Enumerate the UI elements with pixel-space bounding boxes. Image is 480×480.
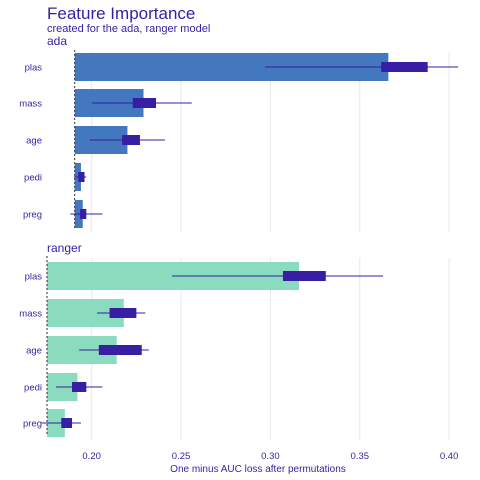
x-axis-label: One minus AUC loss after permutations bbox=[170, 464, 346, 475]
panel-ada: ada plas mass age pedi preg bbox=[19, 34, 459, 228]
tick-label-ranger-age: age bbox=[26, 346, 42, 357]
x-axis: 0.20 0.25 0.30 0.35 0.40 bbox=[82, 451, 458, 462]
tick-label-ranger-preg: preg bbox=[23, 419, 42, 430]
box-ada-age bbox=[122, 135, 140, 145]
x-tick-label: 0.35 bbox=[351, 451, 370, 462]
tick-label-ada-pedi: pedi bbox=[24, 173, 42, 184]
box-ada-preg bbox=[80, 209, 87, 219]
box-ada-pedi bbox=[78, 172, 85, 182]
chart-title: Feature Importance bbox=[47, 4, 196, 23]
box-ranger-pedi bbox=[72, 382, 87, 392]
panel-title-ranger: ranger bbox=[47, 241, 82, 255]
box-ada-mass bbox=[132, 98, 157, 108]
panel-ranger: ranger plas mass age pedi preg bbox=[19, 241, 383, 437]
tick-label-ada-mass: mass bbox=[19, 99, 42, 110]
box-ranger-age bbox=[98, 345, 142, 355]
box-ada-plas bbox=[381, 62, 428, 72]
chart-subtitle: created for the ada, ranger model bbox=[47, 23, 211, 35]
box-ranger-plas bbox=[282, 271, 326, 281]
tick-label-ranger-mass: mass bbox=[19, 309, 42, 320]
tick-label-ada-plas: plas bbox=[25, 63, 43, 74]
x-tick-label: 0.30 bbox=[261, 451, 280, 462]
box-ranger-preg bbox=[61, 418, 73, 428]
panels-layer: ada plas mass age pedi preg ranger plas mass age p… bbox=[19, 34, 459, 437]
tick-label-ada-age: age bbox=[26, 136, 42, 147]
x-tick-label: 0.25 bbox=[172, 451, 191, 462]
x-tick-label: 0.20 bbox=[82, 451, 101, 462]
panel-title-ada: ada bbox=[47, 34, 67, 48]
tick-label-ranger-plas: plas bbox=[25, 272, 43, 283]
box-ranger-mass bbox=[109, 308, 137, 318]
grid-layer bbox=[91, 52, 450, 440]
tick-label-ranger-pedi: pedi bbox=[24, 383, 42, 394]
tick-label-ada-preg: preg bbox=[23, 210, 42, 221]
x-tick-label: 0.40 bbox=[440, 451, 459, 462]
